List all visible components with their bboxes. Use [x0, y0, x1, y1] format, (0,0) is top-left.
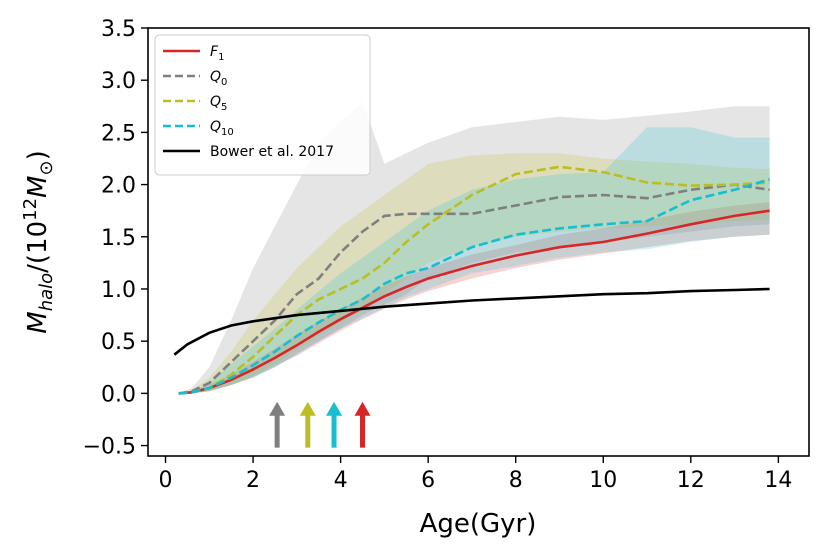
marker-arrows: [269, 401, 371, 448]
x-tick-label: 0: [159, 468, 173, 493]
line-q-0: [178, 183, 770, 395]
legend-label-f-1: F1: [210, 44, 224, 63]
legend-label-q-10: Q10: [210, 119, 234, 138]
x-tick-label: 12: [677, 468, 705, 493]
plot-frame: [147, 27, 810, 457]
arrow-head-2: [299, 401, 316, 416]
legend-label-bower-et-al-2017: Bower et al. 2017: [210, 144, 334, 160]
line-q-10: [178, 178, 770, 395]
legend-box: [154, 34, 371, 176]
x-tick-label: 4: [334, 468, 348, 493]
line-q-5: [178, 165, 770, 395]
y-axis-label: Mhalo/(1012M⊙): [20, 150, 57, 333]
line-f-1: [178, 209, 770, 395]
y-tick-label: 1.0: [101, 278, 136, 303]
x-tick-label: 10: [589, 468, 617, 493]
legend: F1 Q0 Q5 Q10 Bower et al. 2017: [154, 34, 371, 176]
line-bower-et-al-2017: [173, 287, 770, 356]
legend-label-q-5: Q5: [210, 94, 227, 113]
x-tick-label: 6: [421, 468, 435, 493]
arrow-head-1: [269, 401, 286, 416]
y-tick-label: 3.0: [101, 69, 136, 94]
arrow-head-4: [354, 401, 371, 416]
x-axis-ticks: 0 2 4 6 8 10 12 14: [159, 456, 792, 493]
x-tick-label: 14: [764, 468, 792, 493]
y-tick-label: 1.5: [101, 226, 136, 251]
y-tick-label: 2.5: [101, 121, 136, 146]
arrow-head-3: [326, 401, 343, 416]
band-q-5: [178, 153, 770, 394]
band-f-1: [178, 202, 770, 394]
x-tick-label: 2: [246, 468, 260, 493]
x-axis-label: Age(Gyr): [420, 509, 537, 539]
legend-label-q-0: Q0: [210, 69, 227, 88]
y-tick-label: −0.5: [83, 435, 136, 460]
y-tick-label: 2.0: [101, 174, 136, 199]
y-axis-ticks: −0.5 0.0 0.5 1.0 1.5 2.0 2.5 3.0 3.5: [83, 17, 148, 460]
y-tick-label: 0.5: [101, 330, 136, 355]
series-lines: [173, 165, 770, 395]
x-tick-label: 8: [509, 468, 523, 493]
y-tick-label: 0.0: [101, 382, 136, 407]
y-tick-label: 3.5: [101, 17, 136, 42]
